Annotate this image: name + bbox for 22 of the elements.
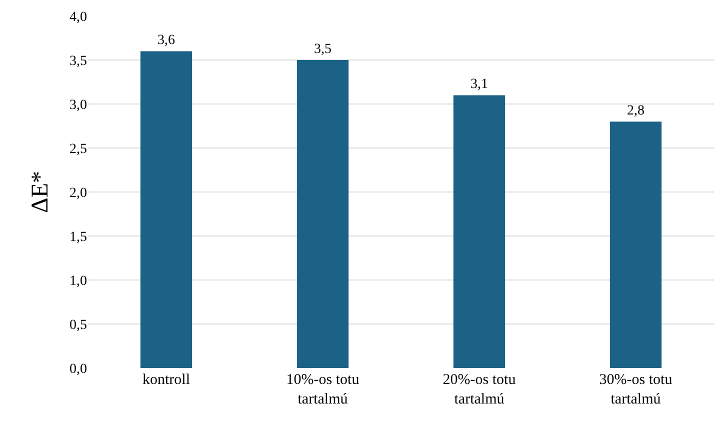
bar [610,122,662,368]
y-tick-label: 4,0 [70,10,87,25]
y-tick-label: 1,5 [70,230,87,245]
x-tick-label: 30%-os totu tartalmú [599,372,673,408]
bar [453,95,506,368]
x-tick-label: kontroll [142,372,190,388]
y-tick-label: 2,0 [70,186,87,201]
x-tick-label: 20%-os totu tartalmú [442,372,516,408]
bar [140,51,192,368]
x-tick-label: 10%-os totu tartalmú [286,372,360,408]
y-tick-label: 0,5 [70,318,87,333]
y-tick-label: 3,5 [70,54,87,69]
y-axis-title: ΔE* [28,170,54,214]
data-label: 2,8 [627,104,644,119]
data-label: 3,1 [470,77,488,92]
data-label: 3,5 [314,42,332,57]
data-label: 3,6 [158,33,175,48]
y-tick-label: 2,5 [70,142,87,157]
y-tick-label: 1,0 [70,274,87,289]
bar [296,60,349,368]
y-tick-label: 0,0 [70,362,87,377]
y-tick-label: 3,0 [70,98,87,113]
